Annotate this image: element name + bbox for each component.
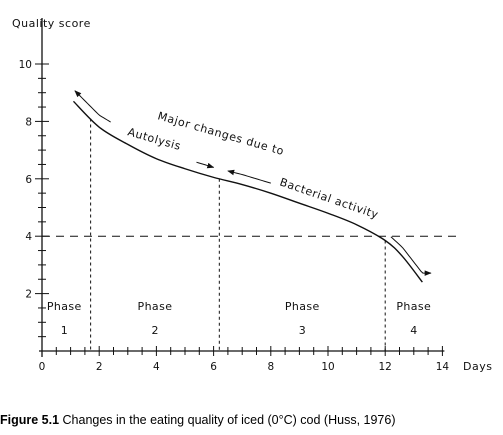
x-tick-label: 2 bbox=[96, 361, 103, 373]
y-tick-label: 8 bbox=[25, 116, 32, 128]
x-tick-label: 6 bbox=[210, 361, 217, 373]
y-tick-label: 4 bbox=[25, 231, 32, 243]
figure-label: Figure 5.1 bbox=[0, 413, 60, 427]
annotation-bacterial-activity: Bacterial activity bbox=[278, 176, 380, 222]
phase-number: 3 bbox=[299, 324, 306, 337]
arrow-bacterial-start bbox=[227, 169, 271, 184]
y-tick-label: 10 bbox=[19, 59, 32, 71]
arrow-autolysis-start bbox=[74, 90, 111, 123]
y-axis-label: Quality score bbox=[12, 17, 91, 30]
x-tick-label: 10 bbox=[321, 361, 334, 373]
caption-text: Changes in the eating quality of iced (0… bbox=[59, 413, 396, 427]
phase-number: 1 bbox=[61, 324, 68, 337]
x-axis-label: Days bbox=[463, 360, 492, 373]
phase-label: Phase bbox=[138, 300, 173, 313]
y-tick-label: 2 bbox=[25, 289, 32, 301]
arrow-bacterial-end bbox=[390, 236, 432, 276]
x-tick-label: 4 bbox=[153, 361, 160, 373]
phase-label: Phase bbox=[47, 300, 82, 313]
x-tick-label: 12 bbox=[379, 361, 392, 373]
x-tick-label: 8 bbox=[267, 361, 274, 373]
annotation-autolysis: Autolysis bbox=[126, 125, 182, 153]
phase-number: 4 bbox=[410, 324, 417, 337]
quality-curve bbox=[72, 100, 423, 283]
x-tick-label: 0 bbox=[39, 361, 46, 373]
figure-caption: Figure 5.1 Changes in the eating quality… bbox=[0, 413, 503, 427]
arrow-autolysis-end bbox=[196, 161, 215, 169]
phase-number: 2 bbox=[151, 324, 158, 337]
y-tick-label: 6 bbox=[25, 174, 32, 186]
phase-label: Phase bbox=[396, 300, 431, 313]
x-tick-label: 14 bbox=[436, 361, 450, 373]
chart-marks-layer: Phase 1 Phase 2 Phase 3 Phase 4 bbox=[42, 90, 459, 351]
phase-label: Phase bbox=[285, 300, 320, 313]
